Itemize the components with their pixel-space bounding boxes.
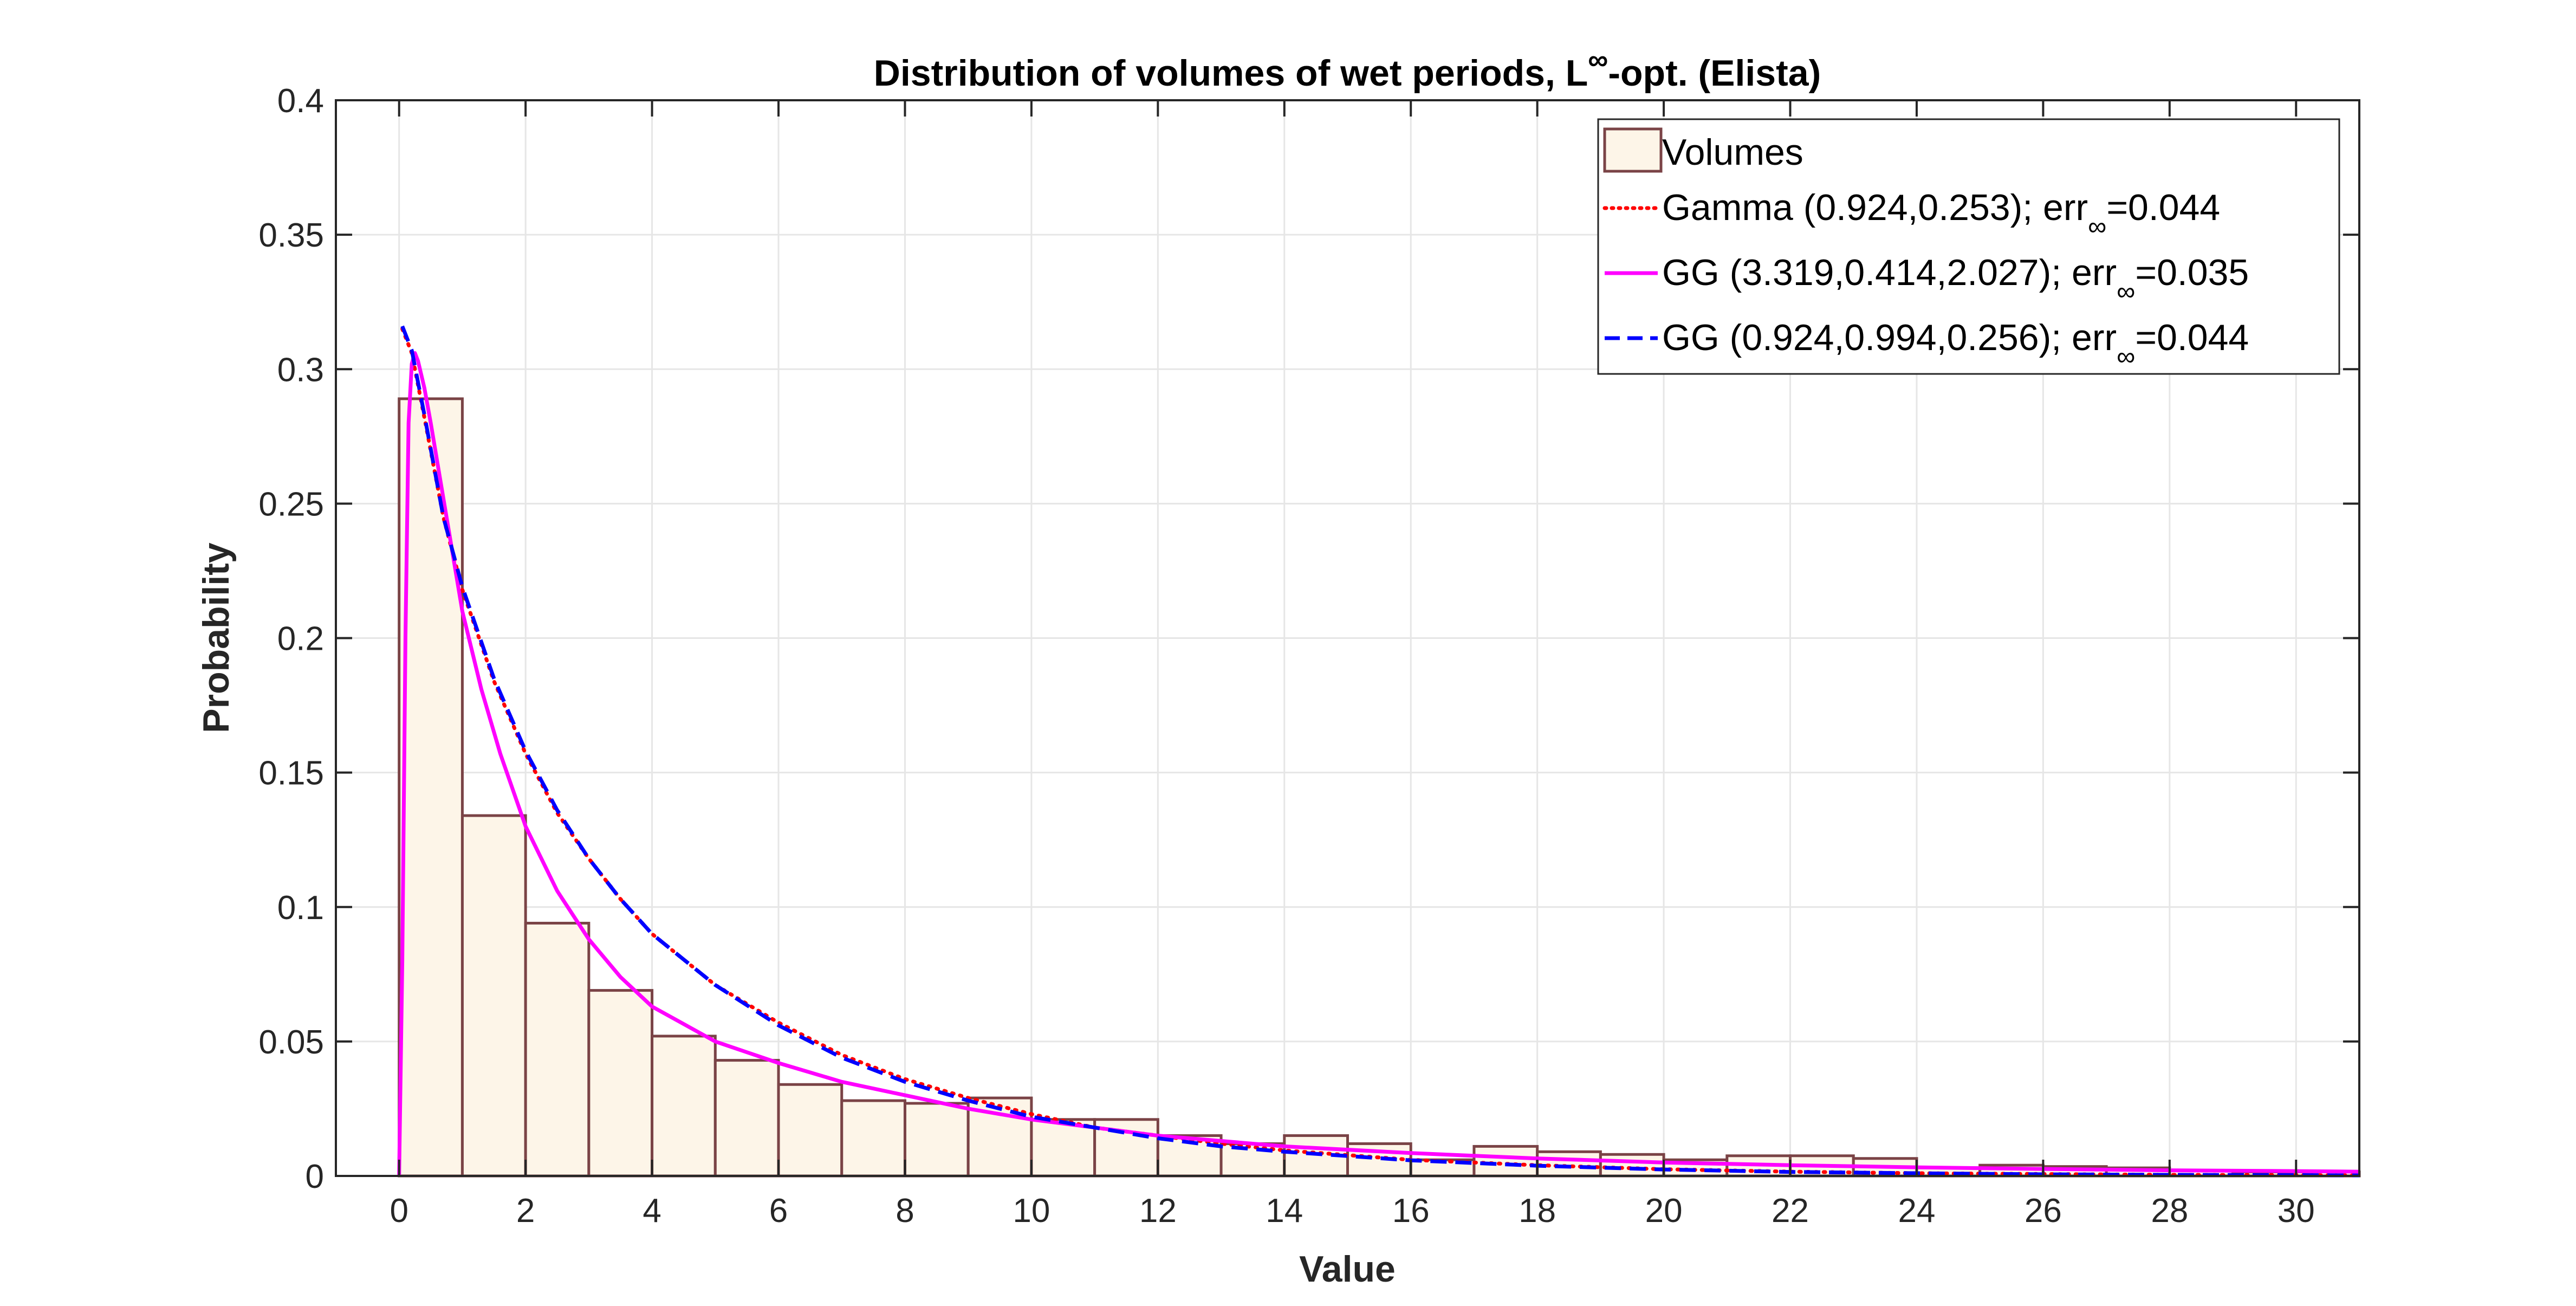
y-tick-label: 0.15 bbox=[258, 755, 324, 792]
histogram-bar bbox=[398, 397, 464, 1178]
y-tick-label: 0.2 bbox=[277, 620, 324, 658]
x-tick-label: 28 bbox=[2151, 1192, 2188, 1230]
histogram-bar bbox=[524, 922, 591, 1178]
x-tick-label: 6 bbox=[769, 1192, 788, 1230]
curve-gg-gamma bbox=[400, 325, 2360, 1178]
y-tick-label: 0.35 bbox=[258, 217, 324, 254]
legend-label-gamma: Gamma (0.924,0.253); err∞=0.044 bbox=[1662, 187, 2220, 241]
x-tick-label: 0 bbox=[390, 1192, 408, 1230]
axis-ticks: 0 2 4 6 8 10 12 14 16 18 20 22 24 26 28 3000.050.10.150… bbox=[258, 82, 2359, 1230]
y-tick-label: 0.4 bbox=[277, 82, 324, 120]
x-tick-label: 30 bbox=[2277, 1192, 2315, 1230]
x-tick-label: 18 bbox=[1519, 1192, 1556, 1230]
x-tick-label: 26 bbox=[2025, 1192, 2062, 1230]
y-tick-label: 0.3 bbox=[277, 351, 324, 389]
x-tick-label: 24 bbox=[1898, 1192, 1935, 1230]
x-tick-label: 4 bbox=[643, 1192, 661, 1230]
x-axis-label: Value bbox=[1299, 1249, 1396, 1290]
legend-label-volumes: Volumes bbox=[1662, 132, 1803, 173]
histogram-bar bbox=[713, 1059, 780, 1178]
y-tick-label: 0.05 bbox=[258, 1024, 324, 1061]
x-tick-label: 22 bbox=[1772, 1192, 1809, 1230]
x-tick-label: 8 bbox=[896, 1192, 914, 1230]
chart-title: Distribution of volumes of wet periods, … bbox=[874, 44, 1821, 94]
histogram-bar bbox=[651, 1035, 717, 1178]
y-tick-label: 0.1 bbox=[277, 889, 324, 927]
histogram-bar bbox=[587, 989, 654, 1178]
legend-label-gg-gamma: GG (0.924,0.994,0.256); err∞=0.044 bbox=[1662, 317, 2249, 371]
legend-swatch-volumes bbox=[1603, 127, 1663, 173]
legend-box bbox=[1597, 118, 2340, 375]
legend: Volumes Gamma (0.924,0.253); err∞=0.044 … bbox=[1597, 118, 2340, 375]
histogram-bar bbox=[1599, 1153, 1665, 1178]
x-tick-label: 10 bbox=[1013, 1192, 1050, 1230]
x-tick-label: 2 bbox=[516, 1192, 535, 1230]
curve-gg-fit bbox=[397, 351, 2360, 1176]
y-tick-label: 0 bbox=[306, 1158, 324, 1195]
fit-curves bbox=[397, 325, 2361, 1178]
x-tick-label: 12 bbox=[1139, 1192, 1177, 1230]
legend-label-gg-fit: GG (3.319,0.414,2.027); err∞=0.035 bbox=[1662, 252, 2249, 306]
x-tick-label: 20 bbox=[1645, 1192, 1683, 1230]
histogram-bar bbox=[777, 1083, 843, 1178]
x-tick-label: 16 bbox=[1392, 1192, 1430, 1230]
x-tick-label: 14 bbox=[1266, 1192, 1303, 1230]
y-axis-label: Probability bbox=[196, 542, 237, 733]
histogram-bar bbox=[903, 1102, 970, 1178]
histogram-bar bbox=[460, 814, 527, 1178]
y-tick-label: 0.25 bbox=[258, 486, 324, 523]
histogram-bar bbox=[840, 1099, 906, 1178]
